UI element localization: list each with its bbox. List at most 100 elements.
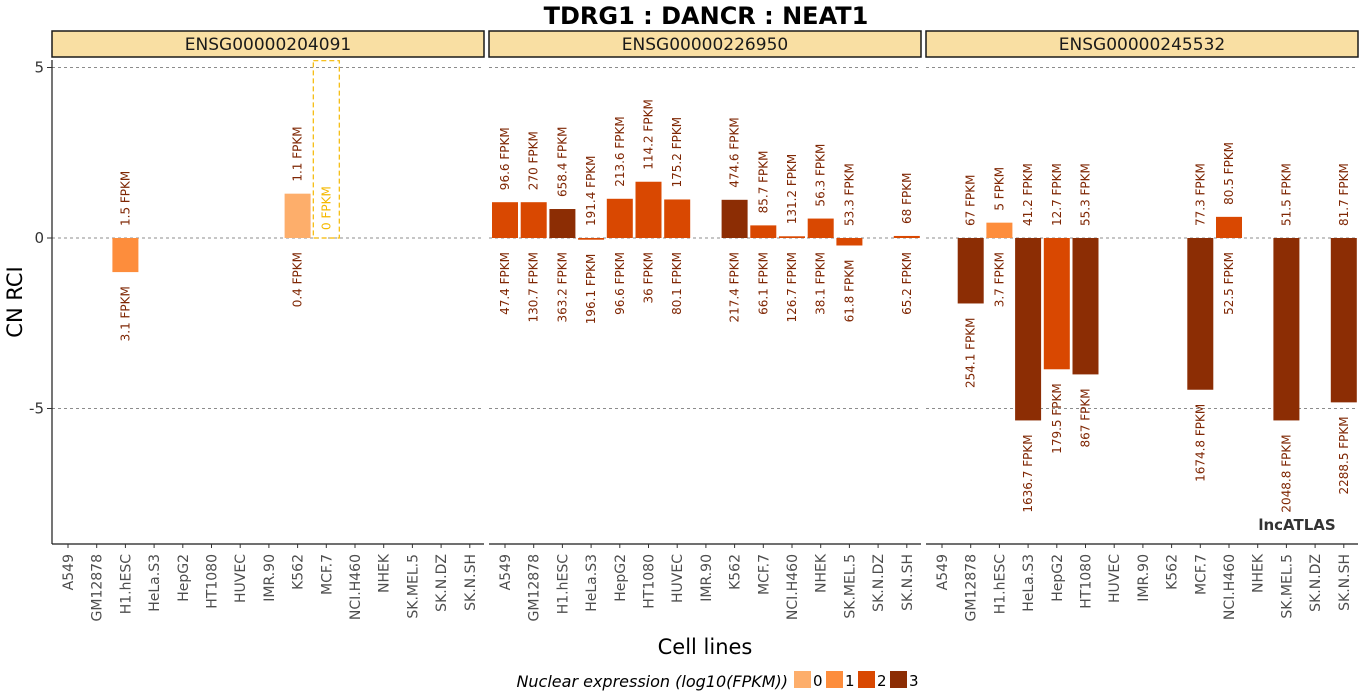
bar [1330, 238, 1357, 403]
panel-2: ENSG00000226950 A549 GM12878 H1.hESC HeLa.S3… [488, 30, 922, 621]
x-tick-label: HepG2 [1050, 554, 1066, 602]
bar [1187, 238, 1214, 390]
y-tick-label: 0 [34, 229, 44, 247]
bar [1015, 238, 1042, 421]
bar [807, 218, 834, 238]
x-tick-label: GM12878 [90, 554, 106, 621]
panel-1: ENSG00000204091 A549 GM12878 H1.hESC HeLa.S3… [51, 30, 485, 621]
bar-label-cytoplasmic: 0.4 FPKM [291, 252, 305, 307]
bar-label-cytoplasmic: 130.7 FPKM [527, 252, 541, 323]
x-tick-label: GM12878 [964, 554, 980, 621]
bar-label-nuclear: 474.6 FPKM [728, 117, 742, 188]
bar-label-nuclear: 12.7 FPKM [1050, 163, 1064, 226]
x-axis-title: Cell lines [658, 635, 753, 659]
legend-label: 1 [845, 672, 855, 690]
x-tick-label: HeLa.S3 [584, 554, 600, 612]
bar-label-cytoplasmic: 47.4 FPKM [498, 252, 512, 315]
bar [779, 236, 805, 238]
x-tick-label: SK.MEL.5 [1279, 554, 1295, 619]
x-tick-label: A549 [498, 554, 514, 590]
x-tick-label: SK.N.SH [900, 554, 916, 611]
bar-label-nuclear: 270 FPKM [527, 131, 541, 190]
bar-label-nuclear: 68 FPKM [900, 173, 914, 224]
legend-swatch [794, 671, 811, 688]
x-tick-label: HepG2 [613, 554, 629, 602]
bar-label-nuclear: 96.6 FPKM [498, 127, 512, 190]
legend-label: 3 [909, 672, 919, 690]
legend-swatch [858, 671, 875, 688]
bar-label-nuclear: 1.1 FPKM [291, 126, 305, 181]
watermark-text: lncATLAS [1258, 516, 1335, 534]
bar [721, 199, 748, 238]
x-tick-label: NCI.H460 [785, 554, 801, 620]
x-tick-label: SK.N.DZ [434, 554, 450, 612]
y-tick-label: 5 [34, 59, 44, 77]
x-tick-label: MCF.7 [756, 554, 772, 595]
x-tick-label: GM12878 [527, 554, 543, 621]
bar-label-nuclear: 175.2 FPKM [670, 117, 684, 188]
bar-label-cytoplasmic: 36 FPKM [642, 252, 656, 303]
x-tick-label: SK.N.DZ [871, 554, 887, 612]
bar-label-cytoplasmic: 65.2 FPKM [900, 252, 914, 315]
legend-swatch [826, 671, 843, 688]
chart-title: TDRG1 : DANCR : NEAT1 [544, 2, 869, 30]
legend-label: 0 [813, 672, 823, 690]
panel-strip-label: ENSG00000226950 [622, 35, 788, 55]
bar-label-nuclear: 53.3 FPKM [842, 163, 856, 226]
bar-label-cytoplasmic: 66.1 FPKM [756, 252, 770, 315]
bar [750, 225, 777, 238]
x-tick-label: HT1080 [1079, 554, 1095, 609]
bar [312, 60, 340, 239]
x-tick-label: IMR.90 [262, 554, 278, 602]
bar-label-nuclear: 1.5 FPKM [118, 171, 132, 226]
x-tick-label: NHEK [377, 553, 393, 593]
bar-label-cytoplasmic: 179.5 FPKM [1050, 383, 1064, 454]
bar [986, 222, 1013, 238]
x-tick-label: MCF.7 [1193, 554, 1209, 595]
bar-label-cytoplasmic: 3.1 FPKM [118, 286, 132, 341]
bar [836, 238, 863, 246]
panel-strip [51, 30, 485, 58]
bar-label-nuclear: 5 FPKM [992, 167, 1006, 211]
x-tick-label: H1.hESC [992, 554, 1008, 614]
x-tick-label: HT1080 [642, 554, 658, 609]
x-tick-label: IMR.90 [1136, 554, 1152, 602]
x-tick-label: SK.N.DZ [1308, 554, 1324, 612]
x-tick-label: NHEK [814, 553, 830, 593]
x-tick-label: HUVEC [670, 554, 686, 603]
bar-label-nuclear: 213.6 FPKM [613, 116, 627, 187]
panel-strip-label: ENSG00000245532 [1059, 35, 1225, 55]
bar-label-nuclear: 51.5 FPKM [1279, 163, 1293, 226]
bar [1273, 238, 1300, 421]
bar-label-nuclear: 55.3 FPKM [1079, 163, 1093, 226]
x-tick-label: A549 [935, 554, 951, 590]
bar [957, 238, 984, 304]
legend-label: 2 [877, 672, 887, 690]
bar [635, 181, 662, 238]
bar [492, 202, 518, 238]
x-tick-label: HUVEC [1107, 554, 1123, 603]
bar-label-nuclear: 131.2 FPKM [785, 154, 799, 225]
x-tick-label: H1.hESC [118, 554, 134, 614]
bar-label-nuclear: 41.2 FPKM [1021, 163, 1035, 226]
bar-label-cytoplasmic: 2288.5 FPKM [1337, 416, 1351, 494]
bar-label-cytoplasmic: 61.8 FPKM [842, 260, 856, 323]
legend: Nuclear expression (log10(FPKM)) 0 1 2 3 [516, 671, 919, 691]
bar-label-nuclear: 658.4 FPKM [555, 126, 569, 197]
x-tick-label: SK.N.SH [463, 554, 479, 611]
x-tick-label: H1.hESC [555, 554, 571, 614]
panel-3: ENSG00000245532 A549 GM12878 H1.hESC HeLa.S3… [925, 30, 1359, 621]
bar-label-nuclear: 85.7 FPKM [756, 150, 770, 213]
x-tick-label: MCF.7 [319, 554, 335, 595]
bar [606, 198, 633, 238]
x-tick-label: K562 [728, 554, 744, 590]
bar-label-cytoplasmic: 38.1 FPKM [814, 252, 828, 315]
bar-label-cytoplasmic: 2048.8 FPKM [1279, 434, 1293, 512]
bar [1072, 238, 1099, 375]
bar-label-nuclear: 114.2 FPKM [642, 99, 656, 170]
x-tick-label: K562 [1165, 554, 1181, 590]
bar-label-nuclear: 56.3 FPKM [814, 144, 828, 207]
bar-label-nuclear: 67 FPKM [964, 175, 978, 226]
bar [1216, 216, 1242, 238]
